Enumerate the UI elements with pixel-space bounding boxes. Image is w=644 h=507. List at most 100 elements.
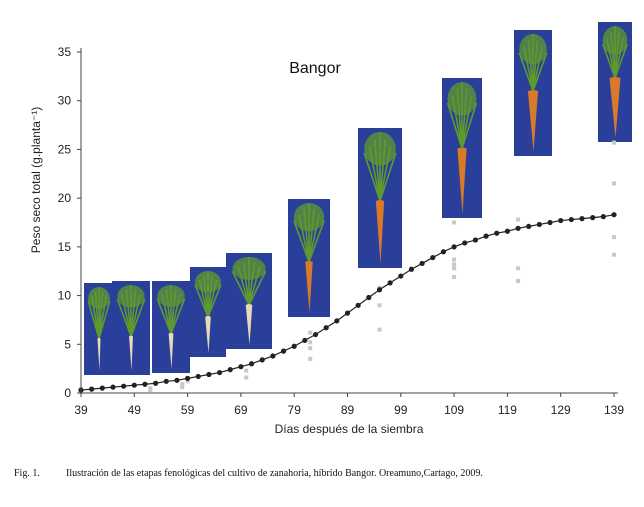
curve-point — [110, 384, 116, 390]
observation-point — [612, 181, 616, 186]
y-tick-label: 0 — [64, 386, 71, 400]
curve-point — [462, 240, 468, 246]
curve-point — [238, 364, 244, 370]
x-tick-label: 89 — [341, 403, 355, 417]
curve-point — [312, 331, 319, 338]
y-tick-label: 25 — [58, 142, 72, 156]
curve-point — [185, 375, 191, 381]
curve-point — [366, 294, 372, 301]
curve-point — [344, 310, 351, 316]
y-tick-label: 5 — [64, 337, 71, 351]
observation-point — [180, 385, 185, 390]
phenology-photos — [84, 22, 632, 375]
x-tick-label: 119 — [498, 403, 517, 417]
observation-point — [148, 386, 153, 391]
curve-point — [227, 367, 233, 373]
curve-point — [142, 381, 148, 387]
curve-point — [568, 216, 574, 223]
y-tick-label: 15 — [58, 240, 72, 254]
observation-point — [452, 266, 457, 271]
observation-point — [516, 217, 521, 222]
observation-point — [516, 266, 521, 271]
observation-point — [308, 356, 313, 361]
x-tick-label: 39 — [74, 403, 88, 417]
curve-point — [153, 380, 159, 386]
curve-point — [515, 225, 521, 231]
curve-point — [547, 219, 553, 226]
carrot-photo — [84, 283, 114, 375]
chart-title: Bangor — [289, 60, 341, 77]
curve-point — [451, 244, 457, 250]
observation-point — [452, 275, 457, 280]
curve-point — [302, 337, 308, 343]
carrot-photo — [288, 199, 330, 317]
curve-point — [590, 215, 596, 221]
curve-point — [89, 386, 95, 392]
observation-point — [244, 375, 249, 380]
curve-point — [291, 343, 297, 349]
observation-point — [180, 382, 185, 387]
curve-point — [398, 273, 404, 279]
curve-point — [216, 369, 223, 376]
carrot-photo — [190, 267, 226, 357]
curve-point — [376, 287, 383, 293]
curve-point — [408, 266, 415, 272]
y-tick-label: 35 — [58, 45, 72, 59]
figure-caption-text: Ilustración de las etapas fenológicas de… — [66, 468, 483, 479]
observation-point — [308, 330, 313, 335]
x-tick-label: 129 — [551, 403, 571, 417]
curve-point — [323, 325, 329, 331]
observation-point — [452, 262, 457, 267]
x-tick-label: 109 — [444, 403, 464, 417]
curve-point — [206, 371, 212, 378]
x-tick-label: 69 — [234, 403, 248, 417]
curve-point — [494, 230, 500, 236]
x-tick-label: 49 — [128, 403, 142, 417]
observation-point — [612, 252, 616, 257]
x-axis-label: Días después de la siembra — [275, 422, 424, 436]
curve-point — [131, 382, 137, 388]
observation-point — [244, 368, 249, 373]
carrot-photo — [442, 78, 482, 218]
curve-point — [99, 385, 105, 391]
carrot-photo — [152, 281, 190, 373]
curve-point — [611, 212, 617, 218]
axes: 39 49 59 69 79 89 99 109 119 129 139 0 5 10 15 20 25 30 35 — [58, 45, 625, 417]
curve-point — [430, 254, 436, 261]
curve-point — [334, 318, 340, 324]
x-tick-label: 99 — [394, 403, 408, 417]
observation-point — [185, 379, 190, 384]
curve-point — [579, 216, 585, 222]
carrot-photo — [112, 281, 150, 375]
curve-point — [526, 223, 532, 229]
observation-point — [612, 235, 616, 240]
curve-point — [195, 373, 201, 380]
carrot-photo — [226, 253, 272, 349]
curve-point — [280, 348, 287, 354]
curve-point — [558, 217, 564, 224]
curve-point — [483, 233, 489, 239]
curve-point — [163, 378, 169, 384]
x-tick-label: 139 — [604, 403, 624, 417]
observation-point — [452, 220, 457, 225]
curve-point — [440, 249, 447, 255]
curve-point — [472, 237, 479, 243]
curve-point — [387, 280, 393, 286]
y-tick-label: 20 — [58, 191, 72, 205]
observation-point — [516, 278, 521, 283]
y-axis-label: Peso seco total (g.planta⁻¹) — [29, 107, 43, 253]
fitted-curve — [78, 212, 617, 393]
curve-point — [419, 260, 425, 267]
y-tick-label: 10 — [58, 289, 72, 303]
curve-point — [121, 383, 127, 389]
figure-caption: Fig. 1. Ilustración de las etapas fenológ… — [14, 468, 634, 479]
carrot-photo — [598, 22, 632, 142]
observation-point — [308, 340, 313, 345]
curve-point — [270, 353, 276, 359]
curve-point — [248, 361, 255, 367]
figure-number: Fig. 1. — [14, 468, 40, 479]
carrot-photo — [358, 128, 402, 268]
observation-point — [377, 303, 382, 308]
y-tick-label: 30 — [58, 94, 72, 108]
x-tick-label: 79 — [288, 403, 302, 417]
